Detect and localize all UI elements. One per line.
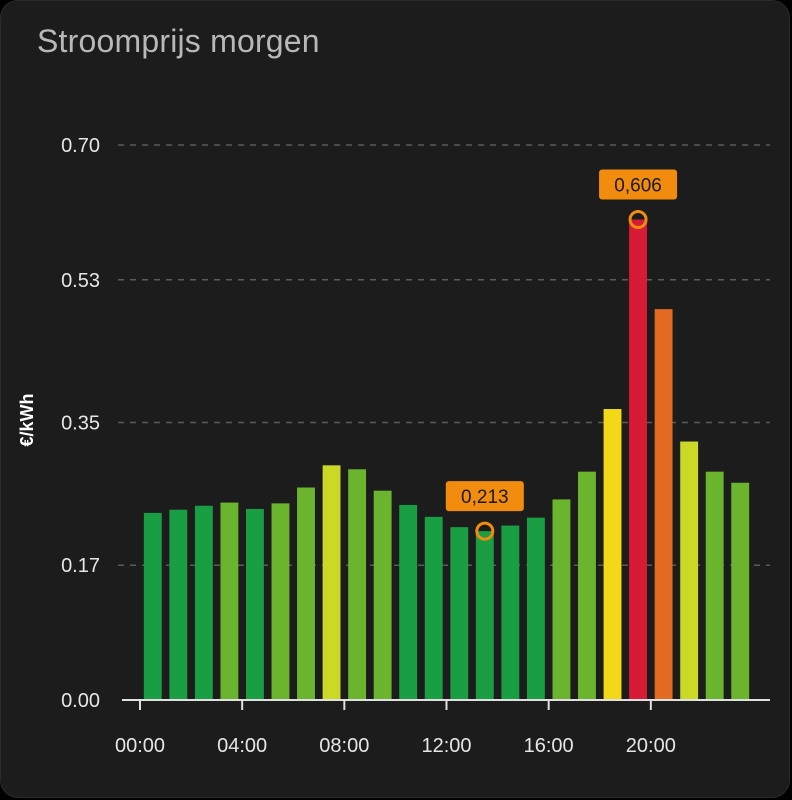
bar	[271, 503, 290, 700]
bar	[450, 527, 469, 700]
annotation-label: 0,606	[614, 176, 662, 197]
bar	[680, 441, 699, 700]
bar	[169, 509, 188, 700]
bar	[245, 508, 264, 700]
bar	[705, 471, 724, 700]
bar	[399, 504, 418, 700]
bar	[552, 499, 571, 700]
annotation-box	[445, 481, 524, 512]
bar	[322, 465, 341, 700]
bar	[143, 512, 162, 700]
bar	[220, 502, 239, 700]
bar	[603, 409, 622, 700]
bar	[578, 471, 596, 700]
bar	[373, 490, 392, 700]
y-axis-ticks: 0.00 0.17 0.35 0.53 0.70	[61, 135, 100, 712]
y-axis-label: €/kWh	[17, 393, 37, 446]
bar	[424, 516, 443, 700]
y-tick-label: 0.53	[61, 270, 100, 292]
bar	[348, 469, 367, 700]
bar	[731, 482, 750, 700]
annotations: 0,606 0,213	[445, 169, 678, 541]
x-axis-ticks: 00:00 04:00 08:00 12:00 16:00 20:00	[115, 700, 676, 757]
bar	[297, 487, 315, 700]
annotation-box	[599, 169, 678, 200]
x-tick-label: 16:00	[524, 735, 574, 757]
y-tick-label: 0.35	[61, 413, 100, 435]
x-tick-label: 04:00	[217, 735, 267, 757]
bar	[526, 517, 545, 700]
y-tick-label: 0.00	[61, 690, 100, 712]
annotation-marker	[475, 521, 495, 541]
bars	[143, 219, 750, 700]
x-tick-label: 20:00	[626, 735, 676, 757]
annotation-label: 0,213	[461, 487, 509, 508]
x-tick-label: 12:00	[421, 735, 471, 757]
x-tick-label: 00:00	[115, 735, 165, 757]
annotation-marker	[628, 210, 648, 230]
y-tick-label: 0.70	[61, 135, 100, 157]
y-tick-label: 0.17	[61, 555, 100, 577]
bar	[475, 531, 494, 700]
x-tick-label: 08:00	[319, 735, 369, 757]
bar	[629, 219, 648, 700]
card-title: Stroomprijs morgen	[37, 23, 320, 59]
bar	[194, 505, 213, 700]
bar	[654, 309, 673, 700]
bar	[501, 525, 520, 700]
